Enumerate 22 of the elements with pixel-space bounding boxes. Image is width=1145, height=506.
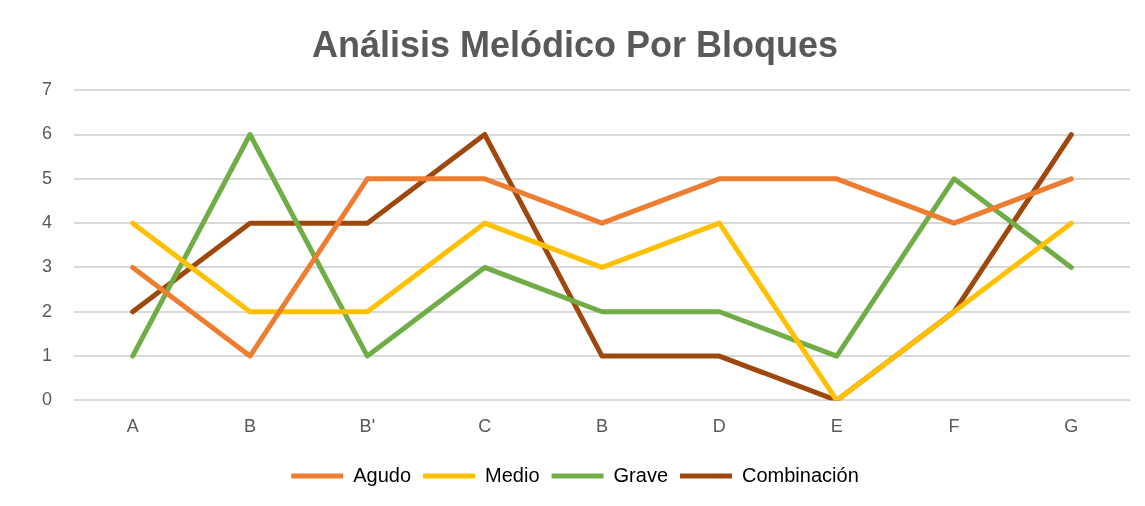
y-tick-label: 7 [42, 79, 53, 100]
y-tick-label: 2 [42, 300, 53, 321]
y-tick-label: 4 [42, 212, 53, 233]
x-tick-label: E [830, 416, 843, 437]
legend-label: Grave [613, 463, 669, 486]
x-tick-label: F [948, 416, 960, 437]
y-tick-label: 1 [42, 345, 53, 366]
x-tick-label: G [1064, 416, 1079, 437]
y-tick-label: 3 [42, 256, 53, 277]
x-tick-label: B [244, 416, 257, 437]
legend-label: Combinación [742, 463, 859, 486]
y-tick-label: 0 [42, 389, 53, 410]
x-tick-label: A [126, 416, 139, 437]
y-tick-label: 5 [42, 167, 53, 188]
x-tick-label: B [596, 416, 609, 437]
chart-title: Análisis Melódico Por Bloques [311, 23, 839, 65]
x-tick-label: B' [359, 416, 376, 437]
y-tick-label: 6 [42, 123, 53, 144]
x-tick-label: C [478, 416, 492, 437]
legend-label: Agudo [353, 463, 412, 486]
x-tick-label: D [712, 416, 726, 437]
legend-label: Medio [485, 463, 540, 486]
